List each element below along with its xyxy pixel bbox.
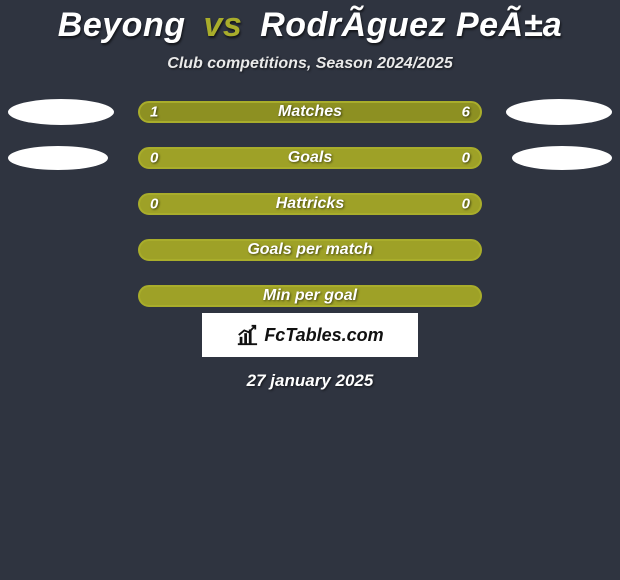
stat-label: Goals (140, 149, 480, 167)
stat-bar: 00Goals (138, 147, 482, 169)
stat-row: 00Hattricks (0, 193, 620, 215)
side-ellipse-right (506, 99, 612, 125)
page-title: Beyong vs RodrÃ­guez PeÃ±a (58, 6, 562, 45)
title-vs: vs (203, 6, 242, 44)
stat-row: Min per goal (0, 285, 620, 307)
subtitle: Club competitions, Season 2024/2025 (167, 55, 452, 73)
stat-bar: Min per goal (138, 285, 482, 307)
stat-row: Goals per match (0, 239, 620, 261)
title-player1: Beyong (58, 6, 186, 44)
side-ellipse-left (8, 99, 114, 125)
stat-label: Min per goal (140, 287, 480, 305)
title-player2: RodrÃ­guez PeÃ±a (260, 6, 562, 44)
stat-label: Goals per match (140, 241, 480, 259)
stat-bar: Goals per match (138, 239, 482, 261)
stat-bar: 16Matches (138, 101, 482, 123)
date-label: 27 january 2025 (247, 371, 374, 391)
stat-label: Hattricks (140, 195, 480, 213)
side-ellipse-left (8, 146, 108, 170)
brand-box: FcTables.com (202, 313, 418, 357)
brand-text: FcTables.com (264, 325, 383, 346)
stat-label: Matches (140, 103, 480, 121)
side-ellipse-right (512, 146, 612, 170)
stat-row: 16Matches (0, 101, 620, 123)
infographic-root: Beyong vs RodrÃ­guez PeÃ±a Club competit… (0, 0, 620, 391)
stat-row: 00Goals (0, 147, 620, 169)
stat-bar: 00Hattricks (138, 193, 482, 215)
bar-chart-icon (236, 324, 258, 346)
stats-area: 16Matches 00Goals 00Hattricks Goals per mat… (0, 101, 620, 307)
